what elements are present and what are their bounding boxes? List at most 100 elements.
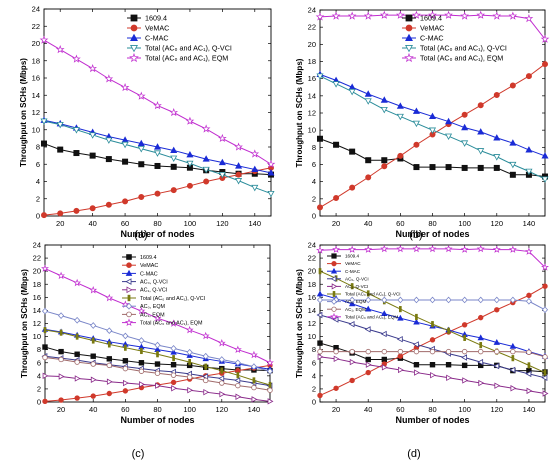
data-point: [317, 340, 323, 346]
legend-label: AC₀, Q-VCI: [345, 276, 369, 281]
data-point: [41, 307, 49, 315]
data-point: [220, 367, 224, 374]
data-point: [74, 395, 80, 401]
x-tick-label: 40: [364, 405, 372, 414]
data-point: [202, 352, 209, 360]
data-point: [73, 207, 80, 214]
data-point: [365, 348, 371, 355]
data-point: [444, 244, 453, 253]
data-point: [249, 350, 258, 359]
data-point: [153, 150, 162, 157]
data-point: [365, 356, 371, 363]
legend-label: VeMAC: [345, 261, 361, 266]
legend-marker: [331, 260, 337, 267]
data-point: [397, 314, 404, 321]
data-point: [202, 155, 210, 162]
data-point: [138, 194, 145, 201]
data-point: [447, 327, 450, 334]
data-point: [444, 10, 453, 19]
data-point: [365, 296, 372, 304]
data-point: [365, 305, 372, 312]
y-axis-label: Throughput on SCHs (Mbps): [295, 58, 304, 167]
data-point: [364, 90, 372, 97]
y-tick-label: 24: [308, 241, 316, 250]
plot-area: [43, 8, 272, 217]
legend-marker: [126, 254, 132, 260]
data-point: [42, 344, 48, 350]
data-point: [90, 393, 96, 399]
data-point: [138, 337, 145, 344]
data-point: [476, 244, 485, 253]
data-point: [316, 311, 323, 319]
y-tick-label: 18: [32, 56, 40, 65]
data-point: [169, 319, 178, 327]
data-point: [364, 326, 371, 333]
data-point: [525, 370, 532, 378]
data-point: [461, 354, 467, 361]
legend-marker: [124, 318, 134, 327]
data-point: [493, 91, 500, 98]
data-point: [541, 306, 549, 314]
data-point: [349, 348, 355, 355]
legend-label: C-MAC: [420, 34, 444, 43]
panel-label: (a): [134, 229, 147, 241]
data-point: [492, 245, 501, 253]
data-point: [88, 63, 97, 73]
data-point: [186, 348, 193, 356]
x-axis-label: Number of nodes: [395, 415, 469, 425]
data-point: [381, 310, 388, 317]
legend-label: AC₀, EQM: [140, 304, 166, 310]
data-point: [41, 140, 48, 147]
data-point: [170, 155, 178, 163]
data-point: [349, 358, 356, 366]
data-point: [169, 107, 179, 117]
series-6: [43, 326, 272, 389]
data-point: [461, 322, 468, 328]
series-8: [317, 348, 548, 360]
y-axis-label: Throughput on SCHs (Mbps): [20, 269, 29, 378]
data-point: [106, 356, 112, 362]
data-point: [106, 390, 112, 397]
data-point: [380, 330, 387, 338]
legend-marker: [405, 45, 413, 53]
data-point: [203, 178, 210, 185]
y-tick-label: 0: [312, 212, 316, 221]
data-point: [267, 169, 275, 176]
x-tick-label: 120: [216, 405, 229, 414]
y-tick-label: 0: [36, 212, 40, 221]
data-point: [428, 127, 437, 134]
series-2: [317, 283, 548, 399]
y-tick-label: 16: [308, 293, 316, 302]
legend-marker: [330, 267, 338, 274]
data-point: [170, 348, 177, 355]
data-point: [429, 362, 436, 368]
data-point: [235, 162, 243, 169]
data-point: [478, 379, 485, 387]
data-point: [90, 361, 96, 367]
data-point: [106, 327, 113, 335]
data-point: [445, 164, 452, 171]
data-point: [399, 306, 402, 313]
y-tick-label: 22: [32, 22, 40, 31]
x-tick-label: 120: [216, 219, 229, 228]
data-point: [333, 194, 340, 201]
data-point: [380, 96, 388, 103]
data-point: [349, 296, 356, 304]
y-tick-label: 12: [308, 319, 316, 328]
legend-label: AC₁, Q-VCI: [345, 284, 368, 289]
legend-label: AC₀, EQM: [345, 299, 366, 304]
data-point: [366, 290, 370, 297]
series-9: [41, 264, 274, 367]
y-tick-label: 4: [37, 371, 41, 380]
legend-label: AC₁, Q-VCI: [140, 288, 167, 294]
legend-label: AC₀, Q-VCI: [140, 279, 168, 285]
series-1: [41, 140, 274, 178]
data-point: [478, 348, 484, 355]
data-point: [218, 356, 225, 363]
data-point: [235, 171, 242, 178]
y-tick-label: 8: [312, 143, 316, 152]
data-point: [349, 377, 355, 384]
data-point: [509, 366, 516, 374]
